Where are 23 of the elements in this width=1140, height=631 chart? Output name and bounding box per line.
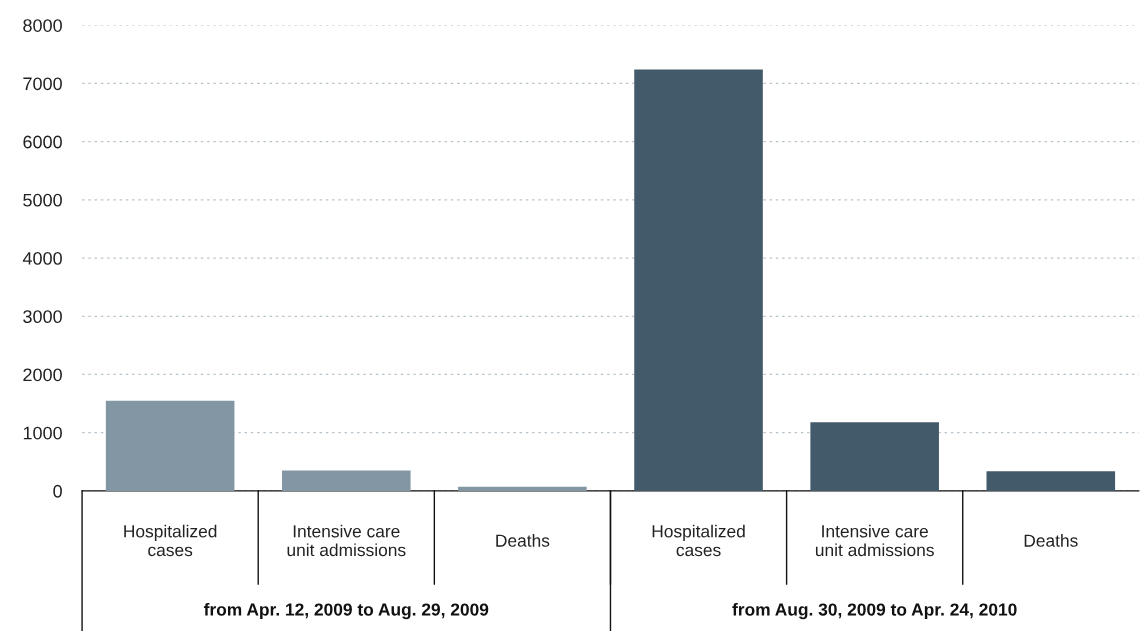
y-tick-label: 4000 [22, 252, 62, 265]
bar [810, 422, 939, 491]
x-tick-label: Deaths [496, 534, 550, 547]
text: from Apr. 12, 2009 to Aug. 29, 2009 [203, 602, 489, 620]
bar [986, 471, 1116, 491]
bar [634, 69, 763, 491]
y-tick-label: 8000 [23, 19, 62, 32]
text: from Aug. 30, 2009 to Apr. 24, 2010 [732, 602, 1017, 620]
bar [105, 400, 235, 491]
x-tick-label: Intensive care unit admissions [815, 524, 934, 557]
x-tick-label: Deaths [1024, 534, 1078, 547]
x-tick-label: Hospitalized cases [124, 524, 217, 557]
y-tick-label: 2000 [23, 368, 62, 382]
x-tick-label: Hospitalized cases [652, 524, 745, 557]
y-tick-label: 0 [53, 484, 62, 498]
y-tick-label: 3000 [23, 310, 62, 324]
y-tick-label: 1000 [23, 426, 62, 440]
y-tick-label: 7000 [23, 77, 62, 91]
x-tick-label: Intensive care unit admissions [287, 524, 406, 557]
bar [281, 470, 411, 491]
y-tick-label: 6000 [23, 135, 62, 149]
y-tick-label: 5000 [23, 193, 62, 207]
bar [458, 486, 587, 491]
